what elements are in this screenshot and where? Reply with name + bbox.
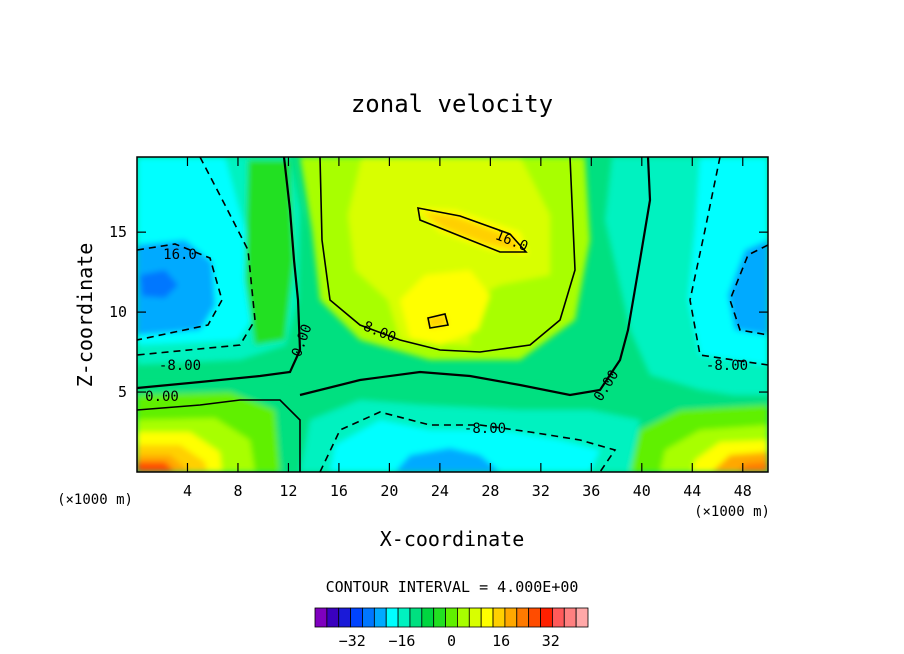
region-right-blue	[728, 240, 768, 335]
colorbar-swatch	[421, 607, 435, 628]
colorbar-swatch	[338, 607, 352, 628]
contour-neg8-bottom	[319, 411, 617, 472]
contour-label-zero-bottom: 0.00	[145, 389, 179, 405]
contour-zero-center	[299, 157, 652, 397]
y-tick-label: 10	[109, 303, 127, 321]
x-tick-label: 44	[683, 482, 701, 500]
contour-zero-left	[137, 157, 302, 390]
x-tick-label: 20	[380, 482, 398, 500]
colorbar-swatch	[551, 607, 565, 628]
contour-label-neg8-right: -8.00	[706, 358, 748, 374]
contour-field	[137, 157, 768, 472]
x-tick-label: 36	[582, 482, 600, 500]
colorbar-label: −32	[339, 632, 366, 650]
y-tick-label: 15	[109, 223, 127, 241]
region-core-yellow	[348, 157, 550, 345]
colorbar-swatch	[528, 607, 541, 628]
colorbar-swatch	[326, 607, 340, 628]
colorbar-swatch	[314, 607, 328, 628]
contour-lines	[137, 157, 768, 472]
colorbar-labels: −32 −16 0 16 32	[339, 632, 560, 650]
contour-neg8-right	[689, 157, 768, 366]
chart-title: zonal velocity	[351, 90, 553, 118]
colorbar-swatch	[362, 607, 375, 628]
y-axis-label: Z-coordinate	[73, 243, 97, 388]
y-tick-label: 5	[118, 383, 127, 401]
colorbar-label: −16	[388, 632, 415, 650]
colorbar-swatch	[492, 607, 506, 628]
contour-eight-core	[319, 157, 576, 353]
colorbar-label: 16	[492, 632, 510, 650]
colorbar-swatch	[516, 607, 530, 628]
contour-label-neg16-left: 16.0	[163, 247, 197, 263]
filled-contours	[137, 157, 768, 472]
colorbar-swatch	[480, 607, 494, 628]
contour-neg16-right	[729, 244, 768, 336]
region-core-orange	[422, 212, 520, 252]
region-left-blue	[137, 240, 215, 335]
region-bottom-cyan	[330, 420, 600, 472]
colorbar-swatch	[575, 607, 589, 628]
colorbar-swatch	[409, 607, 423, 628]
x-axis-ticks: 4 8 12 16 20 24 28 32 36 40 44 48	[183, 157, 752, 500]
x-tick-label: 8	[233, 482, 242, 500]
colorbar-swatch	[563, 607, 577, 628]
region-left-mid-green	[245, 160, 294, 345]
plot-frame	[136, 156, 769, 473]
contour-neg16-left	[137, 243, 223, 341]
x-axis-label: X-coordinate	[380, 527, 525, 551]
contour-neg8-left	[137, 157, 256, 356]
colorbar-swatch	[457, 607, 470, 628]
x-tick-label: 40	[633, 482, 651, 500]
colorbar-swatch	[445, 607, 458, 628]
x-tick-label: 32	[532, 482, 550, 500]
x-tick-label: 48	[734, 482, 752, 500]
region-bottom-right-red	[738, 462, 768, 472]
region-bottom-left-red	[137, 462, 175, 472]
region-mid-bright	[428, 315, 447, 328]
x-unit-label-right: (×1000 m)	[694, 504, 770, 520]
y-axis-ticks: 5 10 15	[109, 223, 768, 401]
colorbar	[314, 607, 589, 628]
contour-label-neg8-bottom: -8.00	[464, 421, 506, 437]
colorbar-swatch	[397, 607, 411, 628]
colorbar-swatch	[350, 607, 363, 628]
colorbar-swatch	[373, 607, 387, 628]
colorbar-label: 0	[447, 632, 456, 650]
colorbar-swatch	[433, 607, 446, 628]
colorbar-swatch	[468, 607, 482, 628]
colorbar-swatch	[540, 607, 553, 628]
contour-zero-lower	[137, 399, 301, 472]
contour-label-neg8-left: -8.00	[159, 358, 201, 374]
x-tick-label: 24	[431, 482, 449, 500]
colorbar-swatch	[504, 607, 518, 628]
x-tick-label: 16	[330, 482, 348, 500]
colorbar-swatch	[385, 607, 399, 628]
colorbar-label: 32	[542, 632, 560, 650]
contour-interval-text: CONTOUR INTERVAL = 4.000E+00	[326, 578, 579, 596]
x-tick-label: 4	[183, 482, 192, 500]
x-unit-label-left: (×1000 m)	[57, 492, 133, 508]
region-bottom-blue	[395, 448, 500, 472]
region-mid-yellow	[400, 270, 490, 345]
x-tick-label: 28	[481, 482, 499, 500]
x-tick-label: 12	[279, 482, 297, 500]
contour-sixteen-core	[417, 206, 528, 253]
region-left-deep	[140, 270, 178, 298]
contour-sixteen-mid	[427, 313, 450, 329]
